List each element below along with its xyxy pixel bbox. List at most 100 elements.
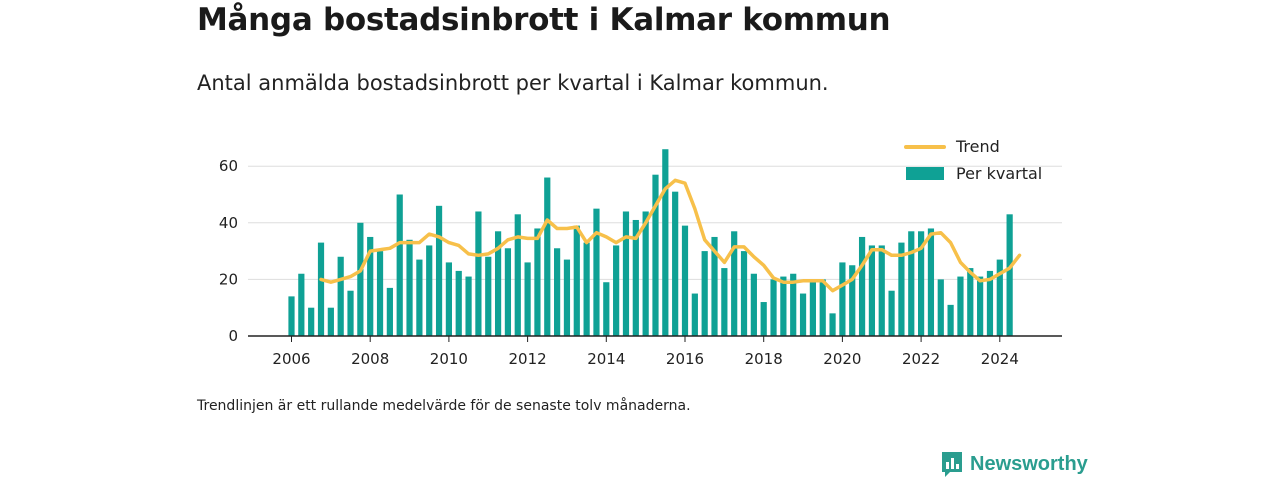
- bar: [435, 205, 443, 336]
- bar: [632, 219, 639, 336]
- y-tick-label: 20: [219, 270, 238, 288]
- bar-chart: 0 20 40 60 2006 2008 2010 2012 2014 2016 2018 2020 2…: [219, 137, 1062, 368]
- chart-title: Många bostadsinbrott i Kalmar kommun: [197, 2, 891, 38]
- trend-line: [319, 178, 1022, 293]
- bar: [977, 276, 984, 336]
- legend-bar-swatch: [906, 167, 944, 180]
- bar: [849, 265, 856, 336]
- x-tick-label: 2012: [509, 350, 547, 368]
- x-tick-label: 2016: [666, 350, 704, 368]
- bar: [947, 304, 954, 336]
- bar: [701, 251, 708, 336]
- bar: [986, 270, 994, 336]
- bar: [603, 282, 610, 336]
- x-tick-label: 2024: [981, 350, 1019, 368]
- bar: [583, 242, 590, 336]
- bar: [829, 313, 836, 336]
- x-tick-label: 2010: [430, 350, 468, 368]
- bar: [386, 287, 393, 336]
- bar: [681, 225, 689, 336]
- bar: [967, 268, 974, 336]
- bar: [573, 225, 580, 336]
- footnote: Trendlinjen är ett rullande medelvärde f…: [197, 398, 691, 414]
- bar: [770, 279, 777, 336]
- bar: [465, 276, 472, 336]
- bar: [898, 242, 905, 336]
- x-tick-label: 2018: [745, 350, 783, 368]
- bar: [613, 245, 620, 336]
- bar: [327, 307, 334, 336]
- bar: [996, 259, 1003, 336]
- bar: [1006, 214, 1013, 336]
- bar: [721, 268, 728, 336]
- bar: [819, 279, 826, 336]
- bar: [426, 245, 433, 336]
- axes: 0 20 40 60 2006 2008 2010 2012 2014 2016 2018 2020 2…: [219, 157, 1062, 368]
- brand-logo[interactable]: Newsworthy: [940, 450, 1088, 478]
- bar: [396, 194, 403, 336]
- x-tick-label: 2020: [823, 350, 861, 368]
- bar: [455, 270, 462, 336]
- bar: [672, 191, 679, 336]
- bar: [367, 236, 374, 336]
- bar: [740, 251, 748, 336]
- bar: [524, 262, 531, 336]
- bar: [534, 228, 541, 336]
- bar: [652, 174, 659, 336]
- y-tick-label: 0: [228, 327, 238, 345]
- bar: [691, 293, 698, 336]
- bar: [494, 231, 502, 336]
- y-tick-label: 60: [219, 157, 238, 175]
- bar: [347, 290, 354, 336]
- bar: [544, 177, 551, 336]
- bar: [376, 251, 384, 336]
- newsworthy-logo-icon: [942, 452, 962, 477]
- trend-series: [319, 178, 1022, 293]
- bar: [593, 208, 600, 336]
- bar: [780, 276, 787, 336]
- bar: [927, 228, 935, 336]
- bar: [475, 211, 482, 336]
- bar: [750, 273, 757, 336]
- bar: [563, 259, 571, 336]
- bar: [662, 149, 669, 336]
- bar: [908, 231, 915, 336]
- bar: [809, 282, 816, 336]
- bar: [485, 256, 492, 336]
- legend: Trend Per kvartal: [904, 137, 1042, 183]
- bar: [445, 262, 452, 336]
- bar: [357, 222, 364, 336]
- bar: [622, 211, 630, 336]
- bar: [642, 211, 649, 336]
- bar: [514, 214, 521, 336]
- bar: [839, 262, 846, 336]
- bar: [504, 248, 512, 336]
- x-tick-label: 2014: [587, 350, 625, 368]
- y-tick-label: 40: [219, 214, 238, 232]
- bar: [406, 239, 413, 336]
- bar: [317, 242, 325, 336]
- bar: [298, 273, 305, 336]
- bar: [790, 273, 797, 336]
- chart-subtitle: Antal anmälda bostadsinbrott per kvartal…: [197, 71, 829, 95]
- bar: [308, 307, 315, 336]
- bar: [416, 259, 423, 336]
- bar: [888, 290, 895, 336]
- bar: [288, 296, 295, 336]
- brand-name: Newsworthy: [970, 452, 1088, 475]
- bar: [799, 293, 807, 336]
- legend-bar-label: Per kvartal: [956, 164, 1042, 183]
- bar: [731, 231, 738, 336]
- x-tick-label: 2022: [902, 350, 940, 368]
- bar: [554, 248, 561, 336]
- bar: [868, 245, 876, 336]
- x-tick-label: 2006: [272, 350, 310, 368]
- bar: [337, 256, 344, 336]
- bar: [760, 302, 767, 336]
- bar: [918, 231, 925, 336]
- bar: [858, 236, 866, 336]
- bar: [937, 279, 944, 336]
- legend-trend-label: Trend: [955, 137, 1000, 156]
- bar: [957, 276, 964, 336]
- bar: [878, 245, 885, 336]
